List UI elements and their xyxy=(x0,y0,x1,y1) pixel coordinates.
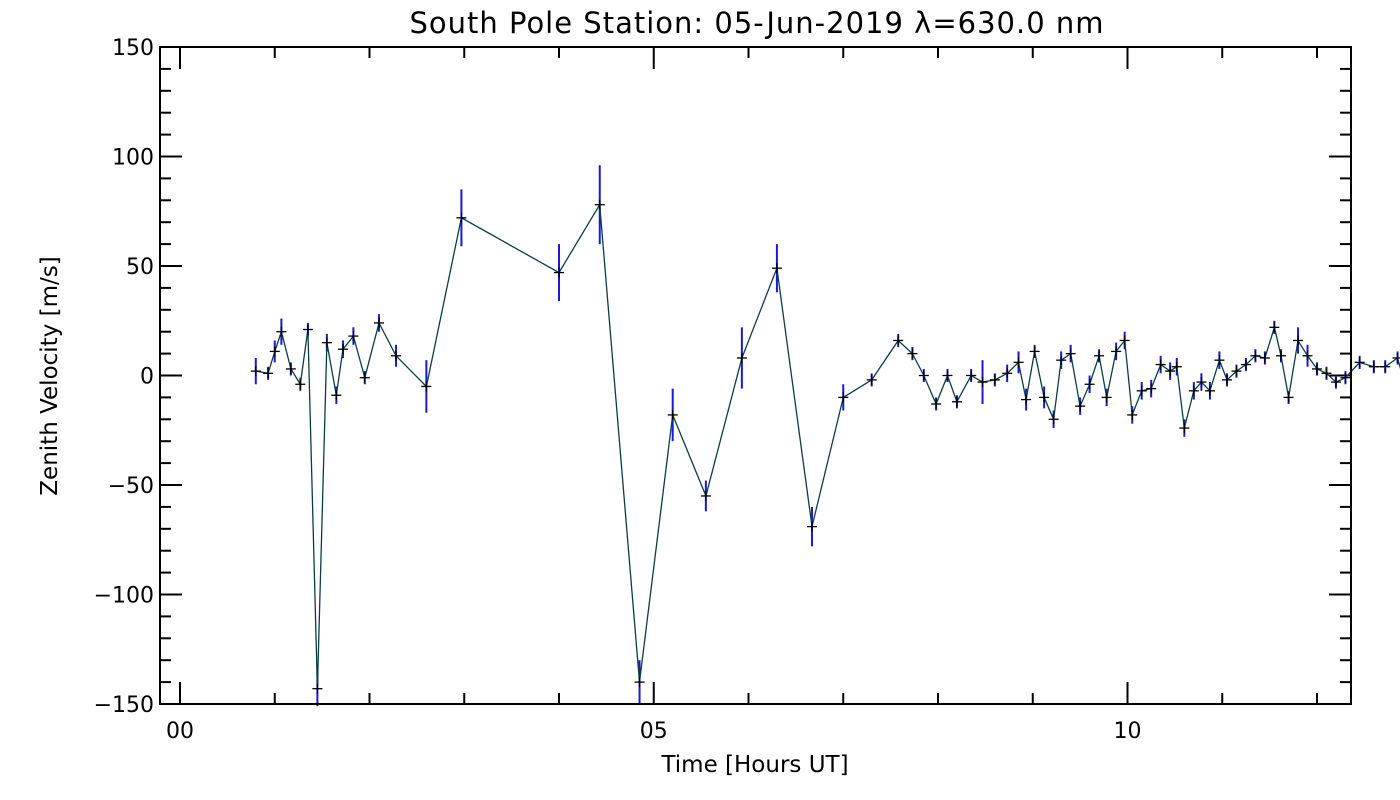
data-point-marker xyxy=(1302,350,1313,361)
data-point-marker xyxy=(421,381,432,392)
data-point-marker xyxy=(1021,394,1032,405)
data-point-marker xyxy=(1196,377,1207,388)
data-point-marker xyxy=(269,346,280,357)
data-point-marker xyxy=(893,335,904,346)
data-point-marker xyxy=(373,317,384,328)
x-tick-label: 05 xyxy=(640,719,668,744)
data-point-marker xyxy=(1283,392,1294,403)
data-point-marker xyxy=(1111,346,1122,357)
data-point-marker xyxy=(1354,357,1365,368)
data-point-marker xyxy=(942,370,953,381)
data-point-marker xyxy=(1231,366,1242,377)
y-tick-label: −150 xyxy=(94,693,154,718)
data-point-marker xyxy=(1101,392,1112,403)
data-point-marker xyxy=(1119,335,1130,346)
x-tick-label: 00 xyxy=(166,719,194,744)
data-point-marker xyxy=(806,521,817,532)
plot-area xyxy=(250,165,1400,707)
data-point-marker xyxy=(1039,392,1050,403)
data-point-marker xyxy=(1155,359,1166,370)
data-point-marker xyxy=(866,374,877,385)
x-axis-label: Time [Hours UT] xyxy=(660,752,848,778)
data-point-marker xyxy=(1065,348,1076,359)
data-point-marker xyxy=(1368,361,1379,372)
data-point-marker xyxy=(594,199,605,210)
data-point-marker xyxy=(989,374,1000,385)
data-point-marker xyxy=(1002,368,1013,379)
data-point-marker xyxy=(1056,355,1067,366)
data-point-marker xyxy=(1221,374,1232,385)
data-point-marker xyxy=(1127,409,1138,420)
data-point-marker xyxy=(302,324,313,335)
data-point-marker xyxy=(838,392,849,403)
data-point-marker xyxy=(391,350,402,361)
data-point-marker xyxy=(456,212,467,223)
data-point-marker xyxy=(1293,335,1304,346)
data-point-marker xyxy=(337,344,348,355)
data-point-marker xyxy=(1380,361,1391,372)
data-point-marker xyxy=(1240,359,1251,370)
data-point-marker xyxy=(263,368,274,379)
data-point-marker xyxy=(966,370,977,381)
data-point-marker xyxy=(1084,379,1095,390)
data-point-marker xyxy=(276,326,287,337)
data-point-marker xyxy=(1165,366,1176,377)
data-point-marker xyxy=(1321,368,1332,379)
data-point-marker xyxy=(285,363,296,374)
data-point-marker xyxy=(1259,352,1270,363)
data-point-marker xyxy=(312,683,323,694)
data-point-marker xyxy=(1330,377,1341,388)
data-point-marker xyxy=(736,352,747,363)
data-point-marker xyxy=(321,337,332,348)
data-point-marker xyxy=(1392,352,1400,363)
data-point-marker xyxy=(1204,385,1215,396)
axis-ticks: −150−100−500501001500005101520 xyxy=(94,36,1351,744)
chart-title: South Pole Station: 05-Jun-2019 λ=630.0 … xyxy=(409,6,1104,40)
data-point-marker xyxy=(1179,423,1190,434)
data-point-marker xyxy=(250,366,261,377)
data-point-marker xyxy=(1048,414,1059,425)
data-point-marker xyxy=(1146,383,1157,394)
data-point-marker xyxy=(1094,350,1105,361)
data-point-marker xyxy=(771,263,782,274)
data-point-marker xyxy=(1312,363,1322,374)
data-point-marker xyxy=(359,372,370,383)
data-point-marker xyxy=(634,677,645,688)
data-point-marker xyxy=(1136,385,1147,396)
y-tick-label: 50 xyxy=(126,255,154,280)
data-point-marker xyxy=(977,377,988,388)
data-point-marker xyxy=(1269,322,1280,333)
data-point-marker xyxy=(1275,350,1286,361)
data-point-marker xyxy=(1214,355,1225,366)
y-tick-label: −50 xyxy=(108,474,154,499)
y-tick-label: 0 xyxy=(140,365,154,390)
data-point-marker xyxy=(667,409,678,420)
y-tick-label: 150 xyxy=(112,36,154,61)
data-point-marker xyxy=(295,379,306,390)
data-point-marker xyxy=(1188,385,1199,396)
data-point-marker xyxy=(700,490,711,501)
data-point-marker xyxy=(331,390,342,401)
y-tick-label: 100 xyxy=(112,146,154,171)
data-point-marker xyxy=(918,370,929,381)
data-point-marker xyxy=(1340,372,1351,383)
data-point-marker xyxy=(1250,350,1261,361)
x-tick-label: 10 xyxy=(1114,719,1142,744)
data-point-marker xyxy=(931,398,942,409)
y-tick-label: −100 xyxy=(94,584,154,609)
data-point-marker xyxy=(951,396,962,407)
data-point-marker xyxy=(1013,357,1024,368)
data-point-marker xyxy=(1171,361,1182,372)
y-axis-label: Zenith Velocity [m/s] xyxy=(37,256,63,495)
data-point-marker xyxy=(348,331,359,342)
data-point-marker xyxy=(907,348,918,359)
plot-frame xyxy=(159,46,1352,705)
data-point-marker xyxy=(1029,346,1040,357)
data-point-marker xyxy=(554,267,564,278)
data-point-marker xyxy=(1075,401,1086,412)
